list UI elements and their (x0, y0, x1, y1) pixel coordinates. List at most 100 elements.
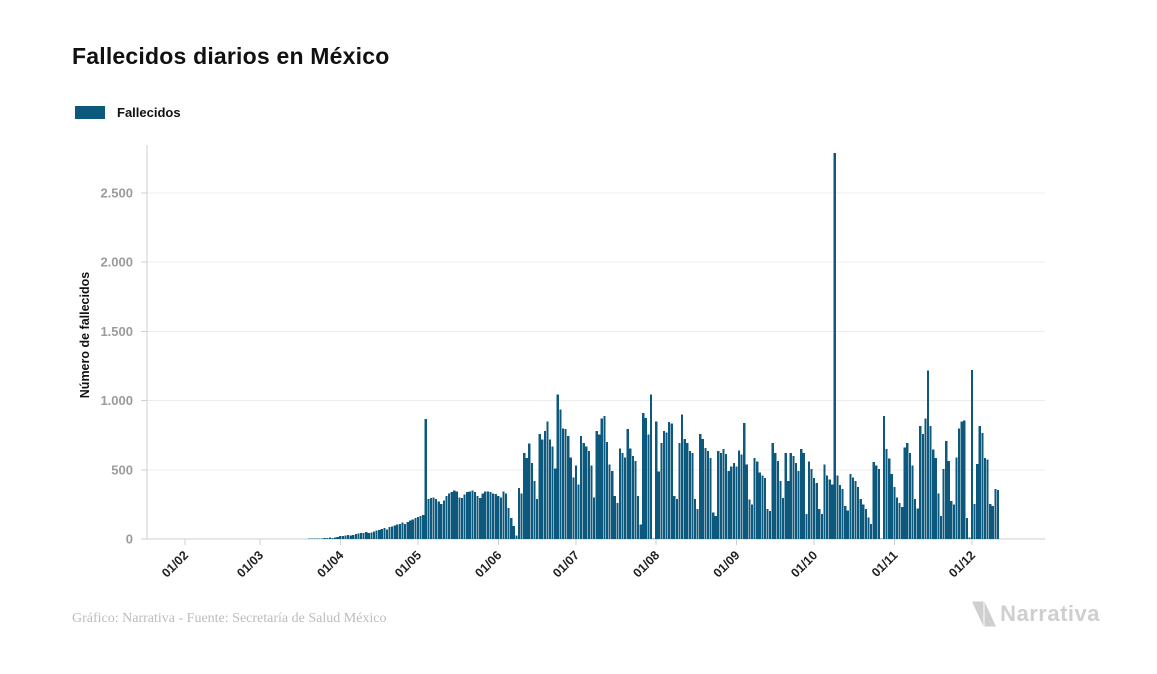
bar (393, 525, 396, 539)
bar (331, 537, 334, 539)
bar (419, 515, 422, 539)
bar (750, 504, 754, 539)
bar (435, 498, 438, 539)
bar (730, 466, 733, 539)
bar (717, 451, 720, 539)
bar (789, 453, 792, 539)
bar (862, 504, 865, 539)
bar (849, 473, 852, 539)
bar (605, 442, 609, 539)
bar (380, 529, 383, 539)
bar (466, 491, 469, 539)
bar (647, 434, 650, 539)
bar (885, 449, 888, 539)
fallecidos-bar-chart-svg: 0 500 1.000 1.500 2.000 2.500 01/02 01/03 01/04 0… (78, 145, 1045, 580)
bar (854, 480, 857, 539)
bar (595, 431, 598, 539)
bar (678, 442, 681, 539)
bar (626, 428, 629, 539)
bar (706, 451, 710, 539)
bar (701, 439, 704, 539)
bar (321, 538, 324, 539)
bar (561, 428, 565, 539)
bar (983, 457, 987, 539)
bar (554, 468, 557, 539)
bar (326, 537, 329, 539)
bar (955, 457, 958, 539)
bar (587, 451, 590, 539)
bar (973, 504, 976, 539)
bar (481, 493, 484, 539)
bar (784, 452, 787, 539)
y-tick-label: 2.500 (100, 186, 133, 201)
bar (831, 484, 834, 539)
x-tick-label: 01/11 (869, 548, 901, 580)
bar (800, 449, 803, 539)
bar (569, 457, 572, 539)
bar (794, 462, 798, 539)
bar (787, 480, 790, 539)
bar (580, 435, 583, 539)
bar (960, 421, 963, 539)
bar (813, 477, 816, 539)
bar (401, 522, 404, 539)
y-tick-label: 2.000 (100, 255, 133, 270)
bar (608, 464, 611, 539)
bar (548, 439, 552, 539)
bar (541, 439, 544, 539)
bar (725, 453, 728, 539)
bar (437, 501, 440, 539)
bar (745, 464, 748, 539)
bar (629, 448, 632, 539)
bar (458, 497, 461, 539)
bar (388, 527, 391, 539)
bar (828, 479, 831, 539)
bar (699, 434, 702, 539)
bar (820, 514, 823, 539)
bar (686, 442, 689, 539)
bar (714, 515, 717, 539)
bar (753, 458, 756, 539)
bar (880, 538, 883, 539)
bar (499, 497, 502, 539)
bar (468, 491, 471, 539)
bar (479, 498, 482, 539)
bar (950, 500, 953, 539)
bar (538, 433, 541, 539)
x-tick-label: 01/12 (946, 548, 978, 580)
bar (898, 503, 901, 539)
bar (655, 421, 658, 539)
bar (846, 510, 849, 539)
bar (709, 457, 712, 539)
legend-label: Fallecidos (117, 105, 181, 120)
bar (551, 446, 554, 539)
bar (375, 530, 378, 539)
x-tick-label: 01/04 (314, 548, 346, 580)
y-tick-label: 1.500 (100, 324, 133, 339)
bar (370, 532, 373, 539)
bar (740, 454, 743, 539)
bar (634, 460, 637, 539)
bar (727, 471, 730, 539)
bar (347, 535, 350, 539)
bar (652, 538, 655, 539)
bar (673, 496, 676, 539)
bar (603, 416, 606, 539)
bar (756, 461, 759, 539)
bar (906, 442, 909, 539)
bar (636, 496, 640, 539)
bar (396, 524, 399, 539)
bar (807, 461, 811, 539)
bar (336, 536, 339, 539)
bar (463, 494, 466, 539)
bar (590, 465, 593, 539)
bar (546, 421, 549, 539)
bar (367, 532, 370, 539)
bar (722, 449, 725, 539)
bar (352, 534, 355, 539)
bar (497, 496, 500, 539)
x-tick-label: 01/05 (392, 548, 424, 580)
bar (758, 472, 761, 539)
bar (559, 409, 562, 539)
bar (748, 499, 751, 539)
